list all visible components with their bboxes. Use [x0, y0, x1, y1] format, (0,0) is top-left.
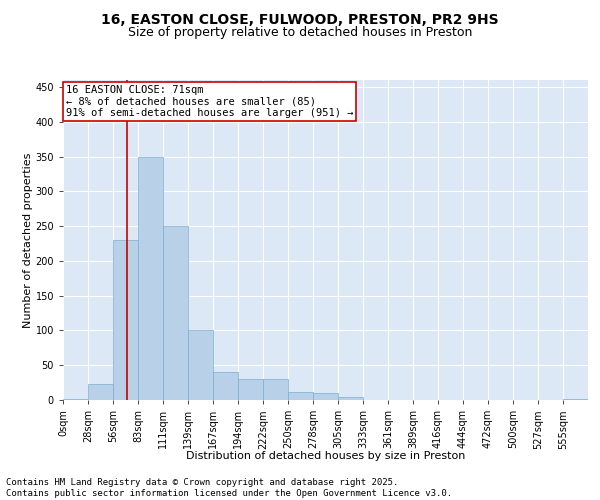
Text: Size of property relative to detached houses in Preston: Size of property relative to detached ho… — [128, 26, 472, 39]
Bar — [338, 396, 363, 400]
Bar — [138, 156, 163, 400]
Bar — [163, 226, 188, 400]
Text: 16, EASTON CLOSE, FULWOOD, PRESTON, PR2 9HS: 16, EASTON CLOSE, FULWOOD, PRESTON, PR2 … — [101, 12, 499, 26]
Text: 16 EASTON CLOSE: 71sqm
← 8% of detached houses are smaller (85)
91% of semi-deta: 16 EASTON CLOSE: 71sqm ← 8% of detached … — [65, 85, 353, 118]
Text: Contains HM Land Registry data © Crown copyright and database right 2025.
Contai: Contains HM Land Registry data © Crown c… — [6, 478, 452, 498]
Bar — [63, 398, 88, 400]
Y-axis label: Number of detached properties: Number of detached properties — [23, 152, 32, 328]
Bar — [263, 379, 288, 400]
Bar — [88, 384, 113, 400]
Bar — [188, 330, 213, 400]
Bar — [213, 372, 238, 400]
Bar — [313, 393, 338, 400]
Bar — [238, 379, 263, 400]
Bar — [113, 240, 138, 400]
X-axis label: Distribution of detached houses by size in Preston: Distribution of detached houses by size … — [186, 452, 465, 462]
Bar — [288, 392, 313, 400]
